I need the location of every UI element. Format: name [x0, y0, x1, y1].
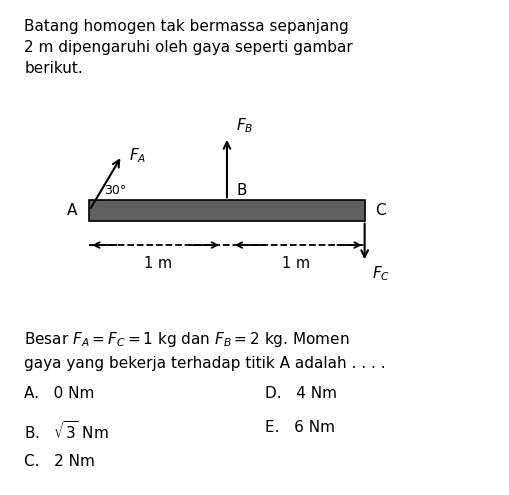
Text: B.   $\sqrt{3}$ Nm: B. $\sqrt{3}$ Nm	[24, 420, 109, 442]
Bar	[89, 200, 364, 221]
Text: D.   4 Nm: D. 4 Nm	[265, 386, 336, 401]
Text: E.   6 Nm: E. 6 Nm	[265, 420, 334, 435]
Text: A: A	[66, 203, 77, 218]
Text: A.   0 Nm: A. 0 Nm	[24, 386, 95, 401]
Text: C: C	[375, 203, 385, 218]
Text: $F_C$: $F_C$	[372, 264, 390, 283]
Text: C.   2 Nm: C. 2 Nm	[24, 454, 95, 469]
Text: $F_B$: $F_B$	[236, 116, 253, 135]
Text: 1 m: 1 m	[144, 256, 172, 271]
Text: 1 m: 1 m	[282, 256, 310, 271]
Text: Batang homogen tak bermassa sepanjang
2 m dipengaruhi oleh gaya seperti gambar
b: Batang homogen tak bermassa sepanjang 2 …	[24, 19, 353, 76]
Text: $F_A$: $F_A$	[129, 147, 147, 165]
Text: Besar $F_A = F_C = 1$ kg dan $F_B = 2$ kg. Momen
gaya yang bekerja terhadap titi: Besar $F_A = F_C = 1$ kg dan $F_B = 2$ k…	[24, 330, 386, 371]
Text: B: B	[237, 183, 247, 198]
Text: 30°: 30°	[104, 184, 127, 197]
